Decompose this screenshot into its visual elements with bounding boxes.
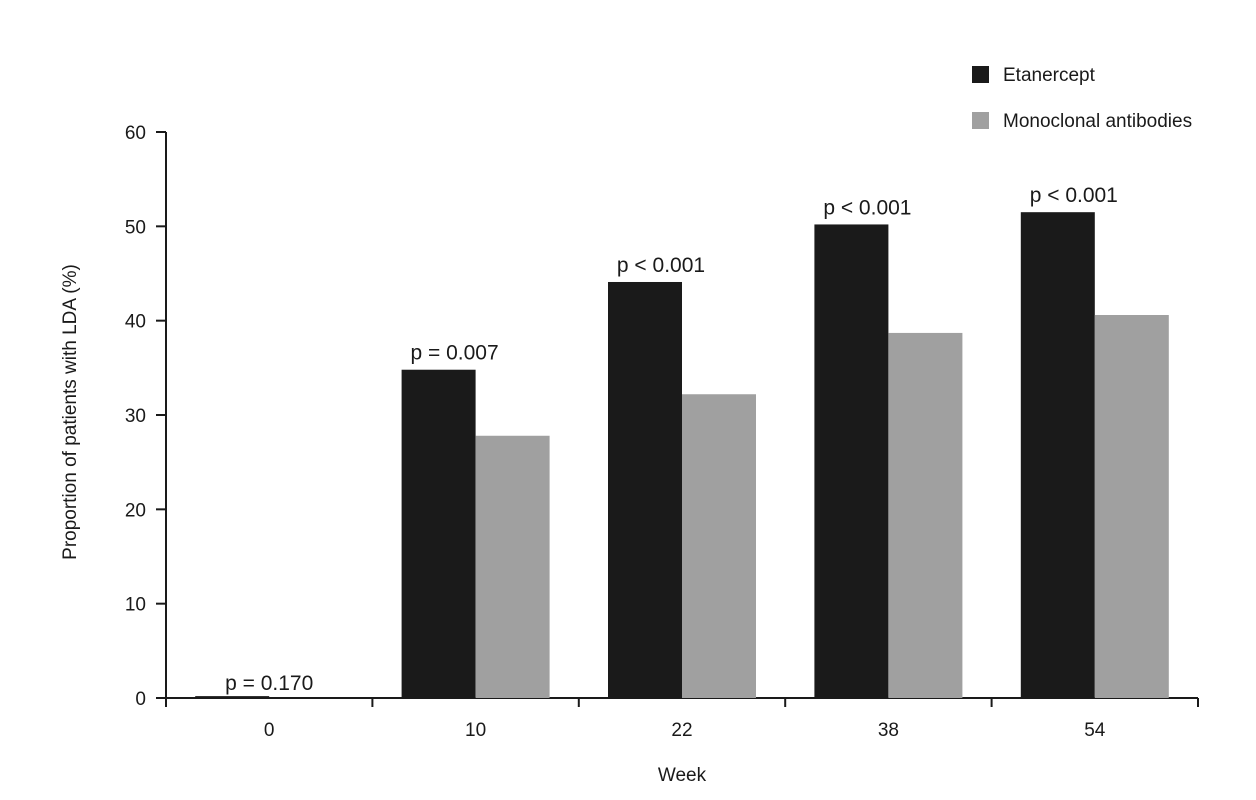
y-tick-label: 50 [125,217,146,238]
etanercept-bar [814,224,889,699]
legend: Etanercept Monoclonal antibodies [972,65,1192,132]
p-value-label: p < 0.001 [823,196,911,219]
p-value-annotations: p = 0.170 p = 0.007 p < 0.001 p < 0.001 p < … [225,184,1118,695]
x-tick-label: 38 [878,720,899,741]
etanercept-bar [401,369,476,698]
x-tick-label: 22 [671,720,692,741]
legend-swatch [972,66,989,83]
x-tick-label: 10 [465,720,486,741]
y-tick-label: 30 [125,406,146,427]
legend-label: Monoclonal antibodies [1003,111,1192,132]
y-tick-label: 60 [125,123,146,144]
p-value-label: p < 0.001 [1030,184,1118,207]
monoclonal-antibodies-bar [682,394,756,698]
p-value-label: p < 0.001 [617,254,705,277]
p-value-label: p = 0.007 [411,342,499,365]
y-axis-title: Proportion of patients with LDA (%) [60,264,81,560]
y-tick-label: 10 [125,595,146,616]
y-ticks: 0 10 20 30 40 50 60 [125,123,166,710]
legend-label: Etanercept [1003,65,1096,86]
p-value-label: p = 0.170 [225,672,313,695]
etanercept-bar [608,281,682,698]
x-axis-title: Week [658,765,707,786]
y-tick-label: 40 [125,312,146,333]
legend-swatch [972,112,989,129]
y-tick-label: 20 [125,500,146,521]
monoclonal-antibodies-bar [475,435,550,698]
bars [195,212,1169,699]
monoclonal-antibodies-bar [888,332,963,698]
etanercept-bar [195,696,270,698]
x-tick-label: 0 [264,720,275,741]
x-tick-label: 54 [1084,720,1106,741]
x-ticks: 0 10 22 38 54 [165,698,1199,741]
y-tick-label: 0 [135,689,146,710]
monoclonal-antibodies-bar [1094,315,1169,698]
etanercept-bar [1020,212,1095,698]
